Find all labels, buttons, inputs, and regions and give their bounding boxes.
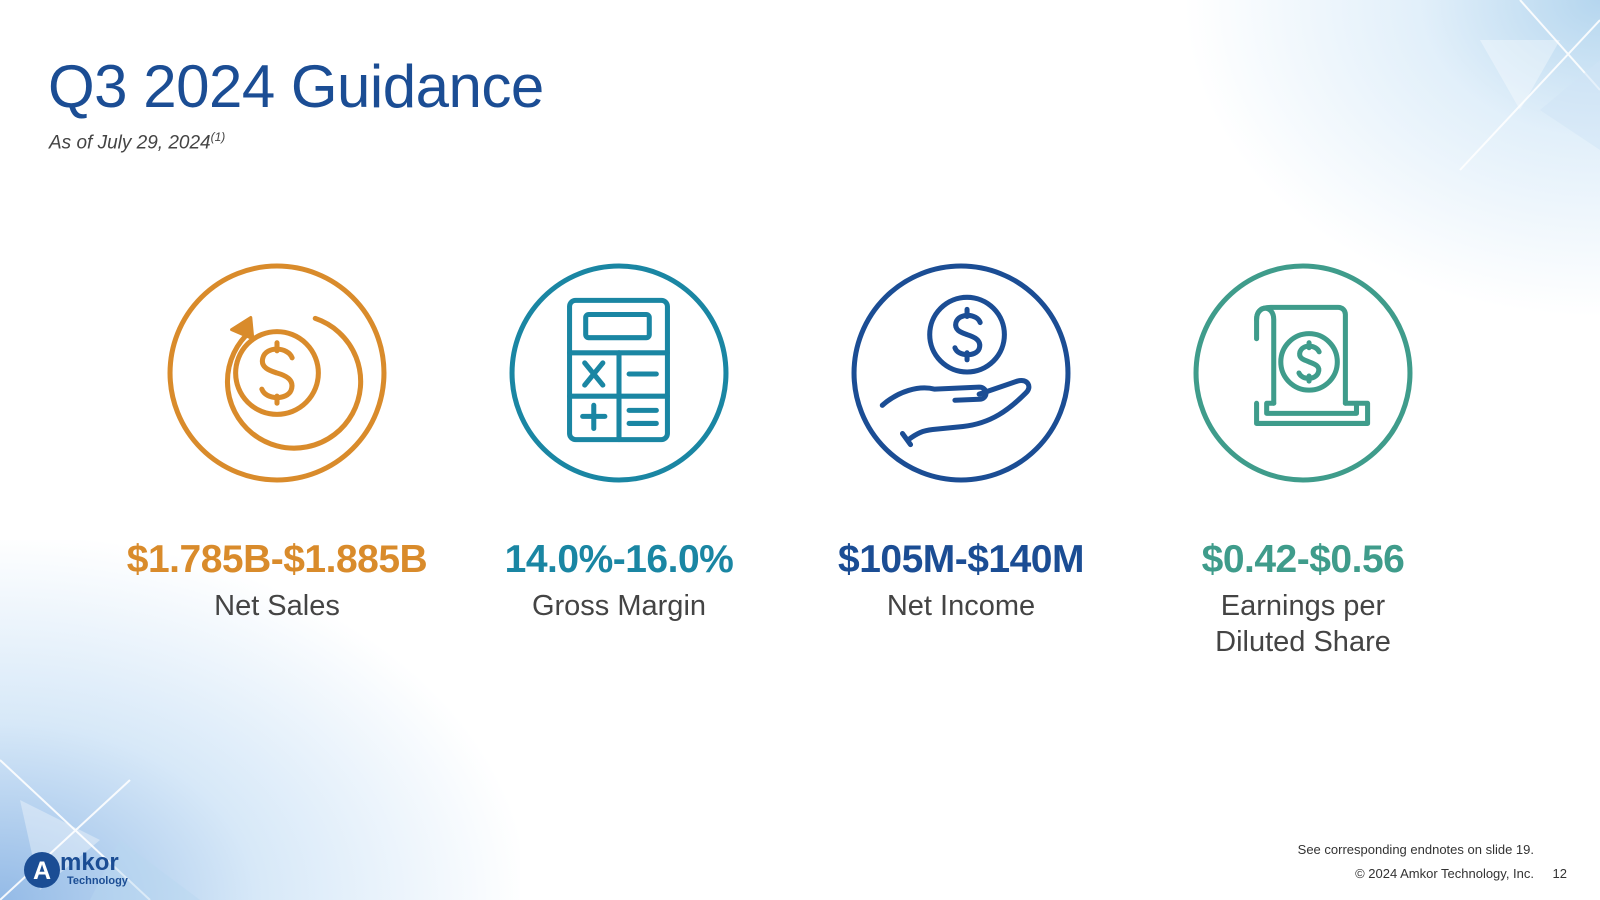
metric-card-net-income: $105M-$140M Net Income: [801, 262, 1121, 624]
page-number: 12: [1552, 866, 1567, 881]
svg-text:Technology: Technology: [67, 875, 129, 887]
svg-text:mkor: mkor: [60, 849, 119, 876]
slide-title: Q3 2024 Guidance: [48, 53, 544, 120]
calculator-icon: [509, 263, 729, 483]
net-income-label: Net Income: [886, 590, 1036, 622]
subtitle-date: As of July 29, 2024: [49, 132, 211, 154]
net-income-value: $105M-$140M: [838, 538, 1084, 581]
eps-value: $0.42-$0.56: [1201, 538, 1405, 581]
net-sales-label: Net Sales: [214, 590, 340, 622]
copyright-text: © 2024 Amkor Technology, Inc.: [1355, 866, 1534, 881]
endnote-reference-text: See corresponding endnotes on slide 19.: [1297, 842, 1534, 857]
eps-label: Earnings per Diluted Share: [1215, 590, 1391, 658]
hand-coin-icon: [851, 263, 1071, 483]
endnote-reference: (1): [210, 130, 226, 144]
net-sales-value: $1.785B-$1.885B: [126, 538, 428, 581]
gross-margin-value: 14.0%-16.0%: [504, 538, 734, 581]
dollar-cycle-icon: [167, 263, 387, 483]
gross-margin-label: Gross Margin: [531, 590, 707, 622]
dollar-scroll-icon: [1193, 263, 1413, 483]
svg-text:A: A: [33, 857, 51, 885]
metric-card-eps: $0.42-$0.56 Earnings per Diluted Share: [1143, 262, 1463, 660]
slide-subtitle: As of July 29, 2024(1): [49, 130, 225, 154]
metric-card-net-sales: $1.785B-$1.885B Net Sales: [117, 262, 437, 624]
amkor-logo: A mkor Technology: [24, 849, 129, 888]
metric-card-gross-margin: 14.0%-16.0% Gross Margin: [459, 262, 779, 624]
